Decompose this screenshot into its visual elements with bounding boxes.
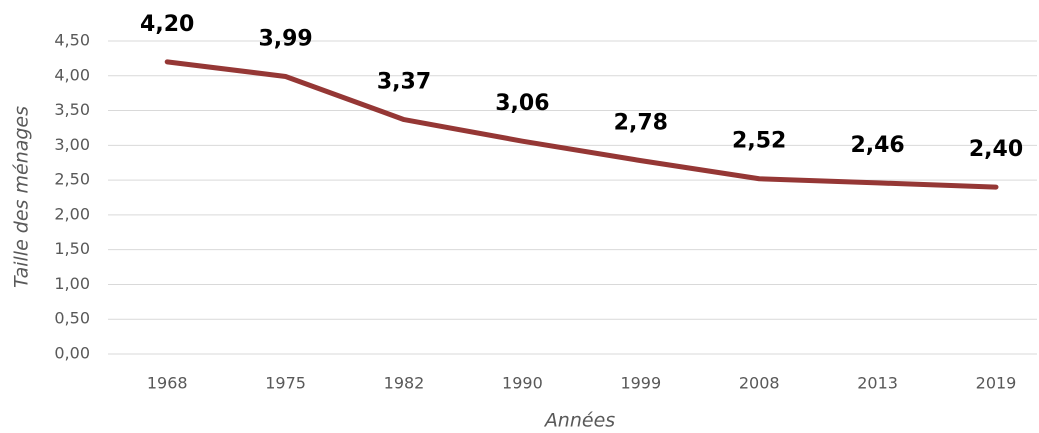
data-label: 3,37 — [377, 70, 431, 95]
data-label: 3,06 — [495, 91, 549, 116]
y-tick-label: 2,00 — [54, 204, 90, 223]
y-axis-title: Taille des ménages — [11, 106, 33, 288]
x-tick-label: 1990 — [502, 374, 543, 393]
y-tick-label: 0,50 — [54, 309, 90, 328]
x-tick-label: 1968 — [147, 374, 188, 393]
y-tick-label: 2,50 — [54, 170, 90, 189]
x-tick-label: 1999 — [620, 374, 661, 393]
x-tick-label: 2019 — [976, 374, 1017, 393]
x-axis-title: Années — [543, 410, 615, 432]
data-label: 2,52 — [732, 129, 786, 154]
x-tick-label: 2013 — [857, 374, 898, 393]
x-tick-label: 2008 — [739, 374, 780, 393]
x-tick-label: 1975 — [265, 374, 306, 393]
y-tick-label: 1,50 — [54, 239, 90, 258]
y-tick-label: 3,50 — [54, 100, 90, 119]
data-label: 2,46 — [850, 133, 904, 158]
y-tick-label: 4,00 — [54, 65, 90, 84]
y-tick-label: 0,00 — [54, 344, 90, 363]
data-label: 2,40 — [969, 137, 1023, 162]
y-tick-label: 1,00 — [54, 274, 90, 293]
data-line — [164, 59, 999, 190]
y-tick-label: 3,00 — [54, 135, 90, 154]
data-label: 4,20 — [140, 12, 194, 37]
data-label: 3,99 — [258, 26, 312, 51]
x-tick-label: 1982 — [384, 374, 425, 393]
data-label: 2,78 — [614, 111, 668, 136]
y-tick-label: 4,50 — [54, 31, 90, 50]
